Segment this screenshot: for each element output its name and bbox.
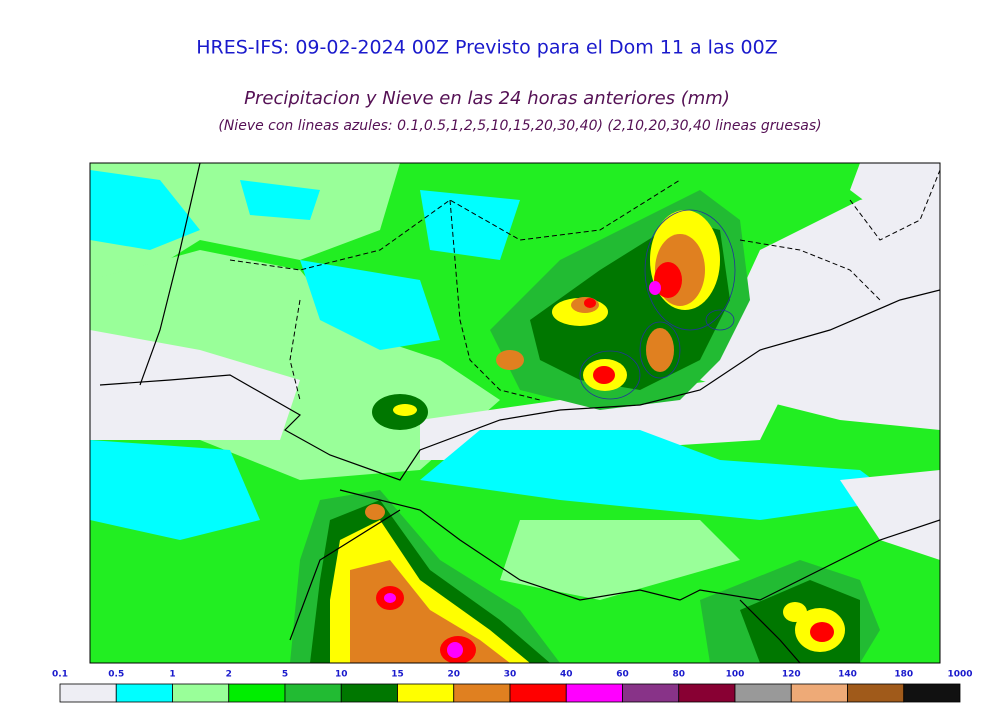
colorbar-box [622,683,680,703]
colorbar-label: 2 [226,670,232,680]
colorbar-label: 20 [447,670,460,680]
colorbar-box [172,683,230,703]
note: (Nieve con lineas azules: 0.1,0.5,1,2,5,… [218,118,821,134]
colorbar-label: 60 [616,670,629,680]
colorbar-box [903,683,961,703]
colorbar-box [340,683,398,703]
colorbar-box [678,683,736,703]
colorbar-label: 100 [726,670,745,680]
colorbar-label: 1 [169,670,175,680]
colorbar-box [59,683,117,703]
colorbar-box [228,683,286,703]
colorbar-box [847,683,905,703]
colorbar-label: 30 [504,670,517,680]
colorbar-label: 15 [391,670,404,680]
colorbar-box [284,683,342,703]
colorbar-box [565,683,623,703]
colorbar-box [734,683,792,703]
colorbar-label: 1000 [947,670,972,680]
colorbar-label: 10 [335,670,348,680]
colorbar-label: 40 [560,670,573,680]
colorbar-label: 5 [282,670,288,680]
precipitation-map [90,163,940,663]
colorbar-label: 0.5 [108,670,124,680]
subtitle: Precipitacion y Nieve en las 24 horas an… [244,88,730,109]
colorbar-box [397,683,455,703]
colorbar-box [453,683,511,703]
colorbar-label: 180 [894,670,913,680]
colorbar: 0.1 0.5 1 2 5 10 15 20 30 40 60 80 100 120 140 180 1000 [52,670,973,703]
colorbar-label: 140 [838,670,857,680]
colorbar-label: 120 [782,670,801,680]
colorbar-box [790,683,848,703]
title: HRES-IFS: 09-02-2024 00Z Previsto para e… [196,37,778,59]
colorbar-box [115,683,173,703]
map-frame [89,162,941,664]
colorbar-label: 80 [672,670,685,680]
colorbar-label: 0.1 [52,670,68,680]
colorbar-box [509,683,567,703]
